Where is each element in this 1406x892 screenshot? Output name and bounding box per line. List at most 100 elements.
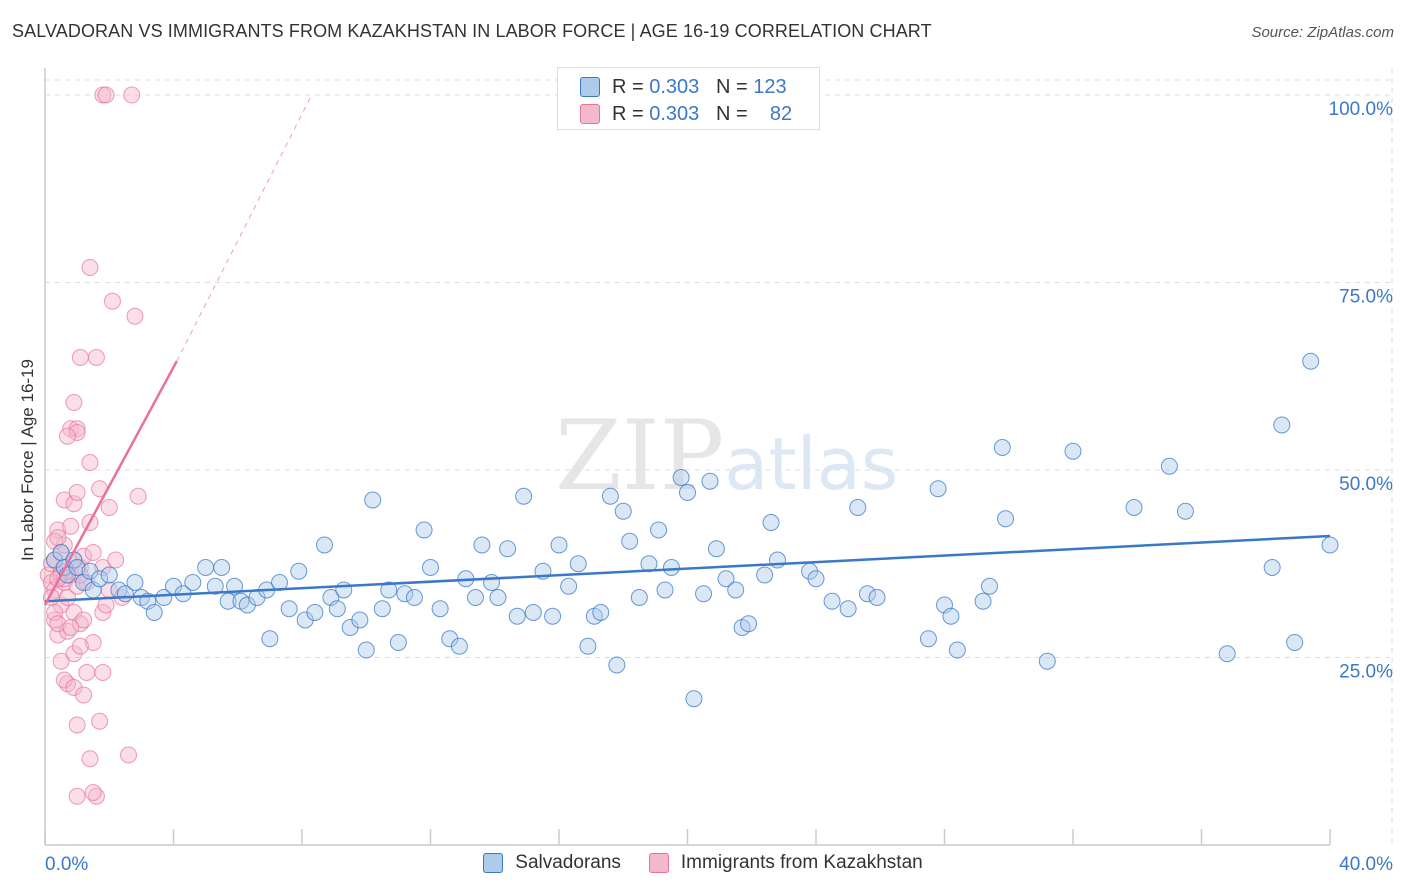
point-kazakhstan [123,86,141,104]
legend-n-value: 123 [753,75,787,98]
point-salvadoran [100,566,118,584]
point-salvadoran [756,566,774,584]
point-salvadoran [1176,502,1194,520]
point-kazakhstan [68,787,86,805]
point-salvadoran [919,630,937,648]
point-salvadoran [630,589,648,606]
axes [44,68,1331,846]
x-tick-label-min: 0.0% [45,854,88,875]
point-salvadoran [672,469,690,486]
point-salvadoran [357,641,375,659]
point-salvadoran [508,607,526,625]
point-salvadoran [524,604,542,621]
point-kazakhstan [81,259,99,276]
point-kazakhstan [49,529,67,546]
point-salvadoran [315,536,333,554]
point-salvadoran [1125,499,1143,516]
point-salvadoran [415,521,433,539]
point-salvadoran [261,630,279,648]
point-salvadoran [364,491,382,509]
point-salvadoran [942,607,960,625]
legend: R = 0.303 N = 123 R = 0.303 N = 82 [557,67,820,130]
legend-r-value: 0.303 [649,102,700,125]
point-kazakhstan [58,427,76,445]
point-kazakhstan [49,615,67,633]
point-salvadoran [948,641,966,659]
bottom-legend-swatch-blue [483,853,504,873]
point-kazakhstan [71,637,89,655]
point-kazakhstan [84,784,102,801]
point-kazakhstan [100,499,118,516]
point-salvadoran [1263,559,1281,576]
point-kazakhstan [84,634,102,651]
point-salvadoran [807,570,825,588]
point-salvadoran [550,536,568,554]
point-salvadoran [1218,645,1236,663]
y-tick-label: 75.0% [1339,287,1393,308]
point-salvadoran [126,574,144,591]
y-tick-label: 50.0% [1339,474,1393,495]
point-salvadoran [656,581,674,599]
point-salvadoran [389,634,407,651]
point-salvadoran [980,577,998,595]
legend-swatch-blue [580,77,600,97]
point-kazakhstan [68,484,86,501]
point-salvadoran [974,592,992,610]
point-kazakhstan [84,544,102,561]
bottom-legend-swatch-pink [648,853,669,873]
point-salvadoran [592,604,610,621]
point-salvadoran [145,604,163,621]
point-salvadoran [335,581,353,599]
point-kazakhstan [68,424,86,441]
point-kazakhstan [87,349,105,366]
point-salvadoran [707,540,725,558]
bottom-legend-label: Salvadorans [515,852,621,873]
point-salvadoran [662,559,680,576]
point-salvadoran [213,559,231,576]
point-kazakhstan [94,664,112,681]
point-salvadoran [544,607,562,625]
point-salvadoran [997,510,1015,528]
point-kazakhstan [120,746,138,764]
point-salvadoran [483,574,501,591]
point-kazakhstan [65,495,83,513]
y-tick-label: 25.0% [1339,662,1393,683]
point-salvadoran [396,585,414,603]
point-salvadoran [695,585,713,603]
point-kazakhstan [97,86,115,104]
legend-r-label: R = [612,102,644,125]
point-salvadoran [280,600,298,618]
point-kazakhstan [65,394,83,411]
point-kazakhstan [75,686,93,704]
point-kazakhstan [107,551,125,569]
point-salvadoran [1038,652,1056,670]
bottom-legend-salvadorans: Salvadorans [483,852,621,874]
point-salvadoran [1064,442,1082,460]
point-salvadoran [184,574,202,591]
point-salvadoran [679,484,696,501]
point-salvadoran [1321,536,1339,554]
point-salvadoran [206,577,224,595]
point-kazakhstan [52,652,70,670]
legend-row-kazakhstan: R = 0.303 N = 82 [580,102,792,126]
point-salvadoran [489,589,507,606]
point-kazakhstan [55,491,73,509]
point-salvadoran [373,600,391,618]
trend-line-kazakhstan [43,360,178,606]
point-salvadoran [993,439,1011,456]
point-salvadoran [466,589,484,606]
point-salvadoran [608,656,626,674]
trend-line-salvadorans [44,534,1331,603]
point-salvadoran [839,600,857,618]
point-salvadoran [823,592,841,610]
point-salvadoran [579,637,597,655]
legend-row-salvadorans: R = 0.303 N = 123 [580,75,787,99]
trend-line-kazakhstan-extension [176,94,313,362]
point-salvadoran [68,559,86,576]
point-salvadoran [601,487,619,505]
point-salvadoran [1286,634,1304,651]
point-salvadoran [560,577,578,595]
point-salvadoran [290,562,308,580]
bottom-legend: Salvadorans Immigrants from Kazakhstan [0,852,1406,874]
legend-r-value: 0.303 [649,75,700,98]
